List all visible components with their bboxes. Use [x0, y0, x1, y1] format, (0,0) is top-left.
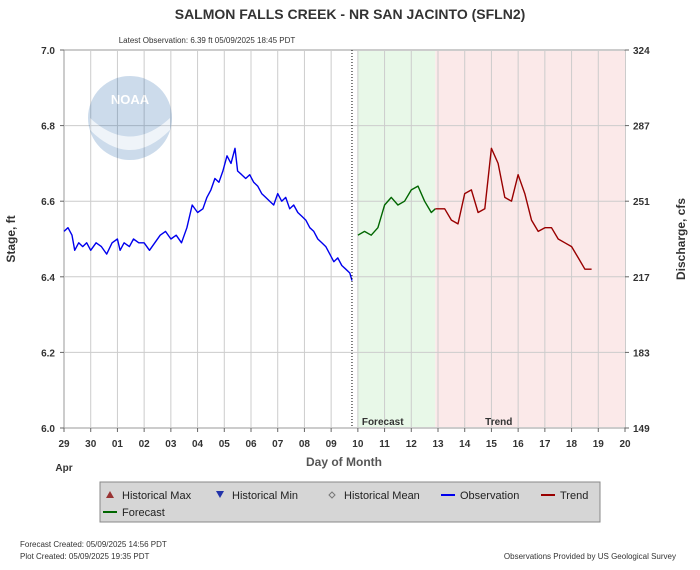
x-tick-label: 12: [406, 439, 418, 450]
x-tick-label: 03: [165, 439, 177, 450]
x-tick-label: 15: [486, 439, 498, 450]
x-axis-label: Day of Month: [306, 455, 382, 469]
legend-label-historical-min: Historical Min: [232, 490, 298, 502]
y2-tick-label: 324: [633, 46, 650, 57]
y2-axis-label: Discharge, cfs: [674, 198, 688, 280]
noaa-logo: NOAA: [88, 76, 172, 160]
series-forecast: [357, 185, 436, 236]
x-tick-label: 07: [272, 439, 284, 450]
series-trend: [435, 147, 592, 270]
data-credit: Observations Provided by US Geological S…: [504, 552, 676, 561]
x-tick-label: 04: [192, 439, 204, 450]
y2-tick-label: 183: [633, 348, 650, 359]
legend-label-observation: Observation: [460, 490, 519, 502]
y-tick-label: 6.0: [41, 424, 55, 435]
legend-label-trend: Trend: [560, 490, 588, 502]
region-trend: [435, 51, 625, 427]
region-labels: Forecast Trend: [362, 417, 513, 428]
x-month-label: Apr: [55, 463, 72, 474]
legend-marker-historical-min: [216, 491, 224, 498]
x-tick-label: 29: [58, 439, 70, 450]
x-tick-label: 30: [85, 439, 97, 450]
x-tick-label: 10: [352, 439, 364, 450]
y2-tick-label: 149: [633, 424, 650, 435]
region-label-trend: Trend: [485, 417, 512, 428]
y-axis-ticks: 6.0 6.2 6.4 6.6 6.8 7.0: [41, 46, 64, 435]
legend-marker-historical-mean: [328, 491, 336, 499]
legend-box: [99, 481, 601, 523]
region-forecast: [357, 51, 436, 427]
legend: Historical Max Historical Min Historical M…: [103, 490, 588, 519]
x-tick-label: 09: [326, 439, 338, 450]
forecast-created: Forecast Created: 05/09/2025 14:56 PDT: [20, 540, 167, 549]
plot-created: Plot Created: 05/09/2025 19:35 PDT: [20, 552, 150, 561]
chart-title: SALMON FALLS CREEK - NR SAN JACINTO (SFL…: [175, 6, 526, 22]
y-tick-label: 6.6: [41, 197, 55, 208]
legend-label-historical-mean: Historical Mean: [344, 490, 420, 502]
series-observation: [63, 147, 353, 281]
noaa-logo-text: NOAA: [111, 92, 150, 107]
x-tick-label: 19: [593, 439, 605, 450]
legend-label-forecast: Forecast: [122, 507, 165, 519]
x-tick-label: 18: [566, 439, 578, 450]
x-tick-label: 02: [139, 439, 151, 450]
forecast-trend-regions: [357, 51, 625, 427]
x-tick-label: 20: [619, 439, 631, 450]
x-tick-label: 11: [379, 439, 390, 450]
legend-label-historical-max: Historical Max: [122, 490, 192, 502]
x-tick-label: 16: [513, 439, 525, 450]
y-tick-label: 6.8: [41, 122, 55, 133]
x-tick-label: 06: [245, 439, 257, 450]
x-tick-label: 14: [459, 439, 471, 450]
x-tick-label: 17: [539, 439, 551, 450]
region-label-forecast: Forecast: [362, 417, 404, 428]
y2-axis-ticks: 149 183 217 251 287 324: [625, 46, 650, 435]
y-tick-label: 6.2: [41, 348, 55, 359]
y2-tick-label: 251: [633, 197, 650, 208]
x-tick-label: 05: [219, 439, 231, 450]
x-tick-label: 13: [432, 439, 444, 450]
x-axis-ticks: 29 30 01 02 03 04 05 06 07 08 09 10 11 12 13 14 15 16 17 18…: [58, 428, 631, 450]
series: [63, 147, 592, 281]
y2-tick-label: 287: [633, 122, 650, 133]
grid: [64, 50, 625, 428]
y2-tick-label: 217: [633, 273, 650, 284]
latest-observation: Latest Observation: 6.39 ft 05/09/2025 1…: [119, 36, 296, 45]
y-tick-label: 6.4: [41, 273, 55, 284]
x-tick-label: 08: [299, 439, 311, 450]
y-axis-label: Stage, ft: [4, 215, 18, 262]
legend-marker-historical-max: [106, 491, 114, 498]
y-tick-label: 7.0: [41, 46, 55, 57]
x-tick-label: 01: [112, 439, 124, 450]
